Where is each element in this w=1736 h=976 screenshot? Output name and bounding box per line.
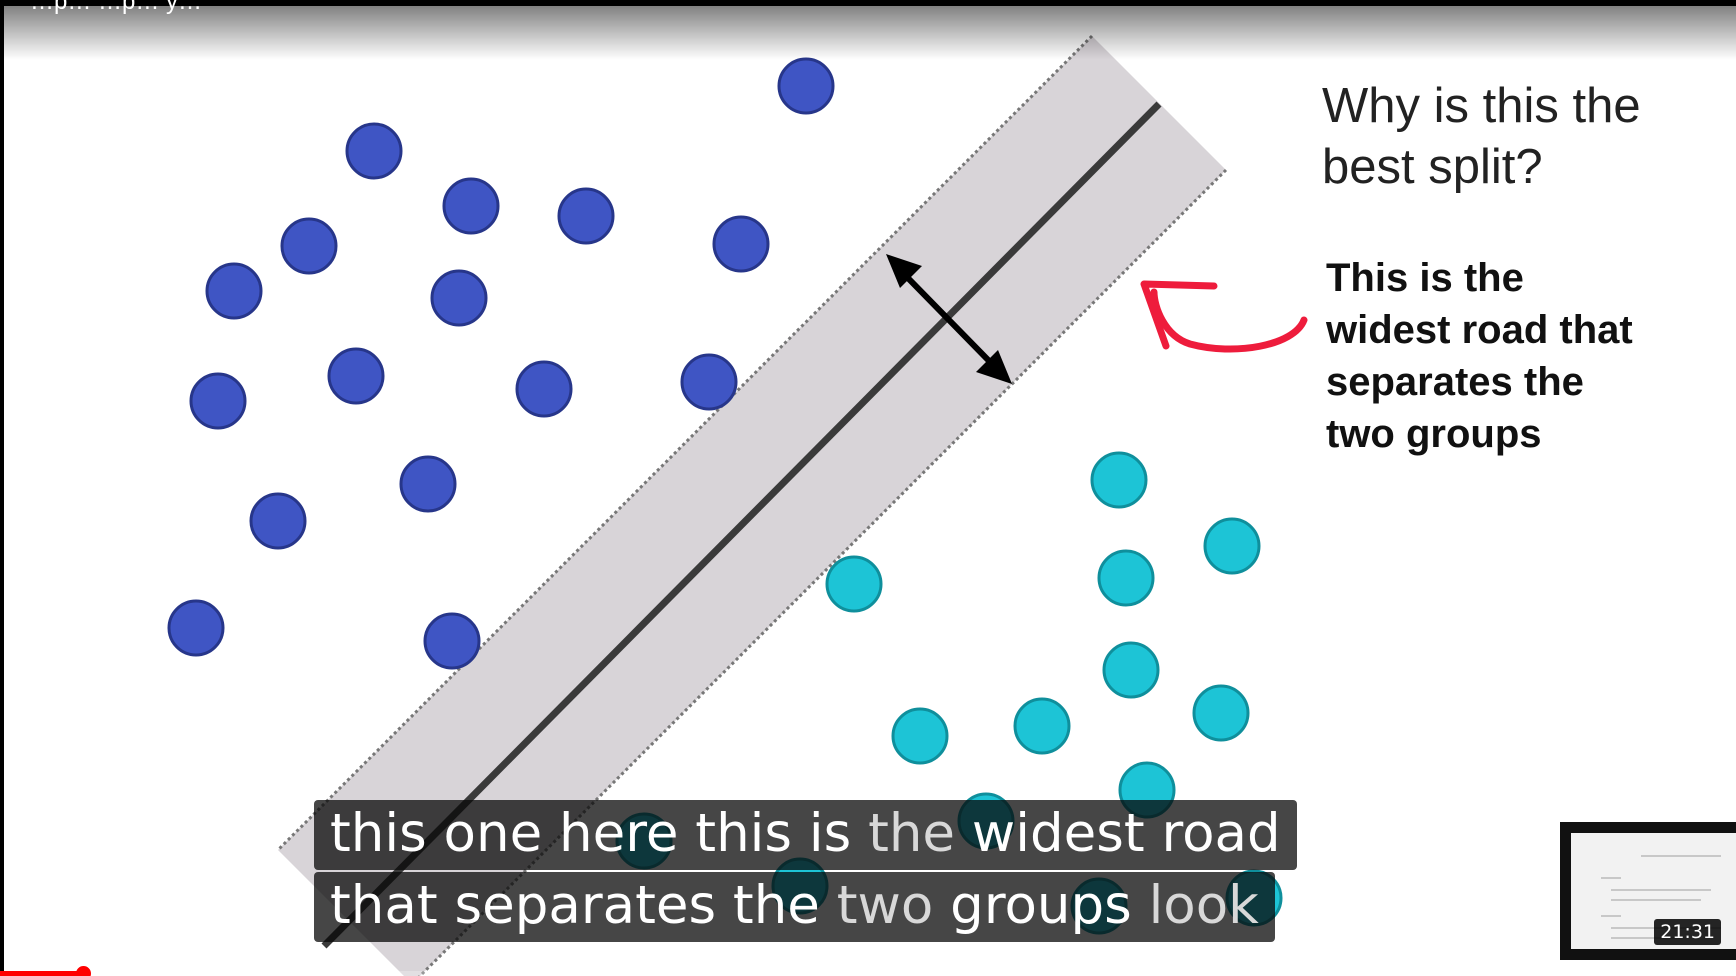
data-point <box>442 177 500 235</box>
answer-line: This is the <box>1326 256 1524 300</box>
data-point <box>327 347 385 405</box>
data-point <box>249 492 307 550</box>
answer-line: two groups <box>1326 412 1542 456</box>
caption-text: this one here this is <box>330 803 869 864</box>
data-point <box>1090 451 1148 509</box>
caption-text: two <box>836 875 934 936</box>
data-point <box>680 353 738 411</box>
data-point <box>345 122 403 180</box>
progress-played <box>0 971 84 976</box>
preview-timestamp: 21:31 <box>1654 919 1721 945</box>
caption-text: widest road <box>955 803 1281 864</box>
data-point <box>1192 684 1250 742</box>
seek-preview-thumbnail: 21:31 <box>1560 822 1736 960</box>
question-line: best split? <box>1322 140 1543 194</box>
answer-line: separates the <box>1326 360 1584 404</box>
data-point <box>825 555 883 613</box>
caption-text: groups <box>933 875 1149 936</box>
data-point <box>1203 517 1261 575</box>
data-point <box>189 372 247 430</box>
data-point <box>712 215 770 273</box>
margin-width-arrow <box>886 254 1012 384</box>
data-point <box>399 455 457 513</box>
caption-line-1: this one here this is the widest road <box>314 800 1297 870</box>
data-point <box>1102 641 1160 699</box>
data-point <box>167 599 225 657</box>
data-point <box>430 269 488 327</box>
answer-line: widest road that <box>1326 308 1633 352</box>
data-point <box>1013 697 1071 755</box>
data-point <box>891 707 949 765</box>
data-point <box>423 612 481 670</box>
data-point <box>1097 549 1155 607</box>
data-point <box>557 187 615 245</box>
slide-question: Why is this the best split? <box>1322 76 1702 198</box>
scrubber-handle[interactable] <box>76 966 92 976</box>
question-line: Why is this the <box>1322 79 1641 133</box>
data-point <box>280 217 338 275</box>
caption-text: the <box>868 803 956 864</box>
progress-bar[interactable] <box>0 966 1736 976</box>
caption-line-2: that separates the two groups look <box>314 872 1275 942</box>
group-a-points <box>167 57 835 670</box>
caption-text: that separates the <box>330 875 837 936</box>
data-point <box>205 262 263 320</box>
data-point <box>777 57 835 115</box>
data-point <box>515 360 573 418</box>
slide-answer: This is the widest road that separates t… <box>1326 252 1726 460</box>
closed-captions: this one here this is the widest road th… <box>314 800 1297 944</box>
caption-text: look <box>1148 875 1259 936</box>
red-pointer-arrow <box>1140 280 1308 353</box>
